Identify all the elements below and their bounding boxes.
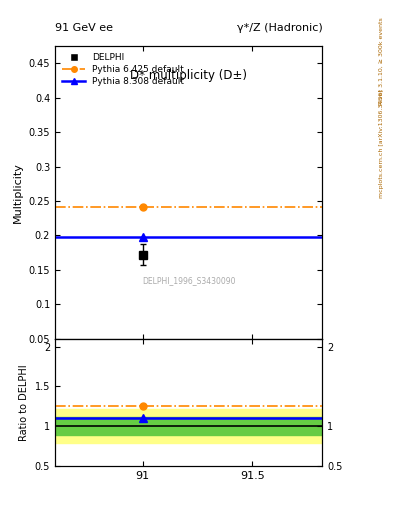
Text: D* multiplicity (D±): D* multiplicity (D±) xyxy=(130,70,247,82)
Text: γ*/Z (Hadronic): γ*/Z (Hadronic) xyxy=(237,23,322,33)
Legend: DELPHI, Pythia 6.425 default, Pythia 8.308 default: DELPHI, Pythia 6.425 default, Pythia 8.3… xyxy=(59,51,187,89)
Text: Rivet 3.1.10, ≥ 300k events: Rivet 3.1.10, ≥ 300k events xyxy=(379,17,384,105)
Y-axis label: Multiplicity: Multiplicity xyxy=(13,162,23,223)
Text: mcplots.cern.ch [arXiv:1306.3436]: mcplots.cern.ch [arXiv:1306.3436] xyxy=(379,89,384,198)
Y-axis label: Ratio to DELPHI: Ratio to DELPHI xyxy=(19,364,29,441)
Text: DELPHI_1996_S3430090: DELPHI_1996_S3430090 xyxy=(142,275,235,285)
Text: 91 GeV ee: 91 GeV ee xyxy=(55,23,113,33)
